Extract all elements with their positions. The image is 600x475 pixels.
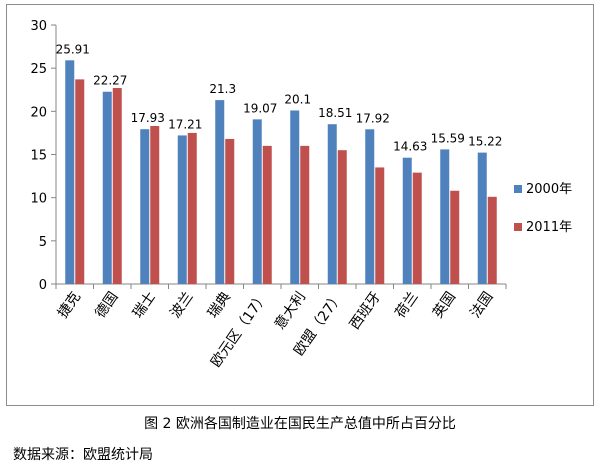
category-label: 英国: [429, 289, 459, 322]
category-label: 法国: [467, 289, 496, 321]
bar-2011: [187, 132, 197, 284]
bar-chart: 0 5 10 15 20 25 30 25.91 捷克 22.27 德国 17.93 瑞士 17.21 波兰…: [30, 19, 572, 370]
bar-2011: [112, 88, 122, 284]
y-tick-label: 0: [39, 278, 47, 293]
bar-2000: [177, 135, 187, 284]
category-label: 意大利: [271, 289, 309, 333]
category-label: 西班牙: [347, 289, 384, 333]
bar-2000: [477, 152, 487, 284]
bar-2000: [365, 129, 375, 284]
data-label-2000: 21.3: [209, 82, 236, 96]
category-label: 德国: [92, 289, 121, 321]
bar-2011: [262, 145, 272, 284]
bar-2011: [412, 172, 422, 284]
data-label-2000: 15.59: [431, 131, 465, 145]
data-label-2000: 14.63: [393, 140, 427, 154]
y-tick-label: 15: [30, 149, 47, 164]
bar-2011: [450, 190, 460, 284]
bar-2011: [300, 145, 310, 284]
data-label-2000: 15.22: [468, 135, 502, 149]
data-label-2000: 19.07: [243, 101, 277, 115]
category-label: 瑞士: [130, 289, 159, 321]
bar-2011: [375, 167, 385, 284]
category-label: 捷克: [55, 289, 84, 321]
legend-swatch: [514, 185, 522, 193]
y-tick-label: 25: [30, 62, 47, 77]
figure-caption: 图 2 欧洲各国制造业在国民生产总值中所占百分比: [144, 416, 456, 432]
category-label: 波兰: [167, 289, 196, 321]
bar-2011: [150, 126, 160, 284]
y-tick-label: 5: [39, 235, 47, 250]
chart-frame: 0 5 10 15 20 25 30 25.91 捷克 22.27 德国 17.93 瑞士 17.21 波兰…: [6, 4, 594, 406]
category-label: 荷兰: [392, 289, 421, 321]
y-tick-label: 30: [30, 19, 47, 34]
data-label-2000: 17.21: [168, 117, 202, 131]
data-label-2000: 20.1: [284, 92, 311, 106]
category-label: 瑞典: [205, 289, 234, 321]
legend-label: 2000年: [526, 182, 572, 197]
bar-2000: [290, 110, 300, 284]
bar-2011: [487, 196, 497, 284]
bar-2000: [327, 124, 337, 285]
data-label-2000: 17.93: [131, 111, 165, 125]
bar-2011: [225, 138, 235, 284]
bar-2000: [102, 91, 112, 285]
bar-2000: [140, 129, 150, 284]
bar-2011: [337, 150, 347, 284]
legend-label: 2011年: [526, 220, 572, 235]
bar-2000: [65, 60, 75, 284]
data-source-note: 数据来源：欧盟统计局: [13, 447, 153, 463]
bar-2000: [440, 149, 450, 284]
data-label-2000: 18.51: [318, 106, 352, 120]
bar-2011: [75, 79, 85, 284]
y-tick-label: 10: [30, 192, 47, 207]
bar-2000: [252, 119, 262, 284]
y-tick-label: 20: [30, 105, 47, 120]
bar-2000: [402, 157, 412, 284]
legend-swatch: [514, 223, 522, 231]
bar-2000: [215, 100, 225, 284]
data-label-2000: 25.91: [56, 42, 90, 56]
data-label-2000: 17.92: [356, 111, 390, 125]
data-label-2000: 22.27: [93, 74, 127, 88]
